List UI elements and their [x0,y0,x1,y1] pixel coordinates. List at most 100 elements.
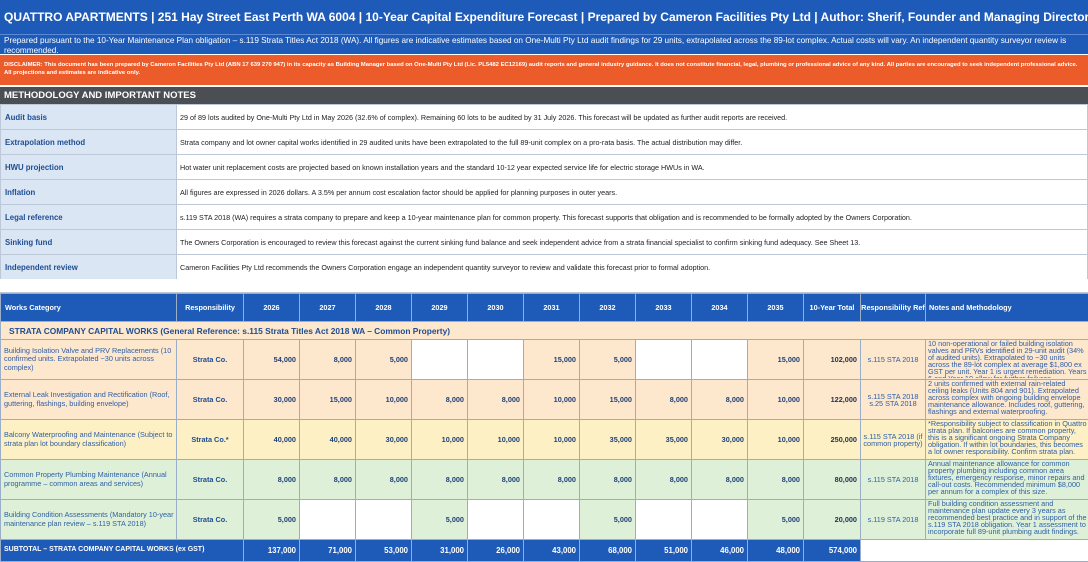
year-value-cell[interactable]: 10,000 [747,419,804,460]
responsibility-ref-cell[interactable]: s.115 STA 2018 [860,339,926,380]
responsibility-cell[interactable]: Strata Co. [176,459,244,500]
year-value-cell[interactable]: 30,000 [691,419,748,460]
subtotal-label[interactable]: SUBTOTAL – STRATA COMPANY CAPITAL WORKS … [0,539,244,562]
subtotal-year-value[interactable]: 53,000 [355,539,412,562]
year-value-cell[interactable]: 8,000 [355,459,412,500]
responsibility-ref-cell[interactable]: s.119 STA 2018 [860,499,926,540]
header-year[interactable]: 2028 [355,293,412,322]
methodology-text[interactable]: Strata company and lot owner capital wor… [176,129,1088,155]
year-value-cell[interactable]: 10,000 [411,419,468,460]
subtotal-year-value[interactable]: 31,000 [411,539,468,562]
header-ten-year-total[interactable]: 10-Year Total [803,293,861,322]
ten-year-total-cell[interactable]: 80,000 [803,459,861,500]
methodology-label[interactable]: Audit basis [0,104,177,130]
year-value-cell[interactable]: 8,000 [299,339,356,380]
subtotal-year-value[interactable]: 43,000 [523,539,580,562]
notes-cell[interactable]: Full building condition assessment and m… [925,499,1088,540]
year-value-cell[interactable]: 8,000 [747,459,804,500]
year-value-cell[interactable] [299,499,356,540]
subtotal-year-value[interactable]: 68,000 [579,539,636,562]
year-value-cell[interactable]: 40,000 [299,419,356,460]
notes-cell[interactable]: 10 non-operational or failed building is… [925,339,1088,380]
year-value-cell[interactable]: 10,000 [355,379,412,420]
year-value-cell[interactable]: 5,000 [579,339,636,380]
year-value-cell[interactable] [691,499,748,540]
section-title-strata-works[interactable]: STRATA COMPANY CAPITAL WORKS (General Re… [0,321,1088,340]
works-category-cell[interactable]: Common Property Plumbing Maintenance (An… [0,459,177,500]
header-year[interactable]: 2035 [747,293,804,322]
header-responsibility[interactable]: Responsibility [176,293,244,322]
methodology-label[interactable]: Independent review [0,254,177,280]
notes-cell[interactable]: 2 units confirmed with external rain-rel… [925,379,1088,420]
year-value-cell[interactable] [635,339,692,380]
year-value-cell[interactable]: 8,000 [411,379,468,420]
ten-year-total-cell[interactable]: 122,000 [803,379,861,420]
notes-cell[interactable]: Annual maintenance allowance for common … [925,459,1088,500]
year-value-cell[interactable]: 40,000 [243,419,300,460]
header-year[interactable]: 2026 [243,293,300,322]
subtotal-year-value[interactable]: 137,000 [243,539,300,562]
year-value-cell[interactable]: 10,000 [523,419,580,460]
year-value-cell[interactable]: 15,000 [579,379,636,420]
year-value-cell[interactable] [691,339,748,380]
header-year[interactable]: 2033 [635,293,692,322]
year-value-cell[interactable]: 8,000 [691,459,748,500]
responsibility-cell[interactable]: Strata Co. [176,339,244,380]
works-category-cell[interactable]: External Leak Investigation and Rectific… [0,379,177,420]
subtotal-year-value[interactable]: 46,000 [691,539,748,562]
responsibility-ref-cell[interactable]: s.115 STA 2018 [860,459,926,500]
responsibility-ref-cell[interactable]: s.115 STA 2018 s.25 STA 2018 [860,379,926,420]
year-value-cell[interactable]: 5,000 [243,499,300,540]
year-value-cell[interactable] [467,499,524,540]
year-value-cell[interactable]: 8,000 [411,459,468,500]
year-value-cell[interactable]: 8,000 [579,459,636,500]
header-responsibility-ref[interactable]: Responsibility Ref [860,293,926,322]
year-value-cell[interactable]: 35,000 [635,419,692,460]
subtotal-ten-year-total[interactable]: 574,000 [803,539,861,562]
year-value-cell[interactable]: 5,000 [411,499,468,540]
year-value-cell[interactable]: 8,000 [299,459,356,500]
header-year[interactable]: 2031 [523,293,580,322]
responsibility-ref-cell[interactable]: s.115 STA 2018 (if common property) [860,419,926,460]
header-works-category[interactable]: Works Category [0,293,177,322]
year-value-cell[interactable]: 10,000 [467,419,524,460]
methodology-text[interactable]: s.119 STA 2018 (WA) requires a strata co… [176,204,1088,230]
methodology-text[interactable]: The Owners Corporation is encouraged to … [176,229,1088,255]
year-value-cell[interactable]: 15,000 [747,339,804,380]
header-year[interactable]: 2034 [691,293,748,322]
responsibility-cell[interactable]: Strata Co. [176,379,244,420]
year-value-cell[interactable]: 54,000 [243,339,300,380]
header-year[interactable]: 2029 [411,293,468,322]
year-value-cell[interactable]: 8,000 [467,379,524,420]
year-value-cell[interactable]: 5,000 [355,339,412,380]
year-value-cell[interactable]: 15,000 [523,339,580,380]
year-value-cell[interactable]: 8,000 [635,459,692,500]
works-category-cell[interactable]: Building Isolation Valve and PRV Replace… [0,339,177,380]
works-category-cell[interactable]: Building Condition Assessments (Mandator… [0,499,177,540]
header-year[interactable]: 2030 [467,293,524,322]
methodology-label[interactable]: Inflation [0,179,177,205]
ten-year-total-cell[interactable]: 250,000 [803,419,861,460]
year-value-cell[interactable]: 8,000 [243,459,300,500]
year-value-cell[interactable]: 5,000 [579,499,636,540]
methodology-text[interactable]: Hot water unit replacement costs are pro… [176,154,1088,180]
year-value-cell[interactable]: 8,000 [691,379,748,420]
header-notes[interactable]: Notes and Methodology [925,293,1088,322]
ten-year-total-cell[interactable]: 20,000 [803,499,861,540]
responsibility-cell[interactable]: Strata Co.* [176,419,244,460]
methodology-label[interactable]: HWU projection [0,154,177,180]
subtotal-year-value[interactable]: 26,000 [467,539,524,562]
methodology-label[interactable]: Extrapolation method [0,129,177,155]
subtotal-year-value[interactable]: 48,000 [747,539,804,562]
year-value-cell[interactable]: 5,000 [747,499,804,540]
year-value-cell[interactable]: 8,000 [467,459,524,500]
methodology-text[interactable]: All figures are expressed in 2026 dollar… [176,179,1088,205]
year-value-cell[interactable]: 8,000 [523,459,580,500]
year-value-cell[interactable] [411,339,468,380]
header-year[interactable]: 2027 [299,293,356,322]
responsibility-cell[interactable]: Strata Co. [176,499,244,540]
year-value-cell[interactable] [355,499,412,540]
year-value-cell[interactable] [523,499,580,540]
methodology-text[interactable]: Cameron Facilities Pty Ltd recommends th… [176,254,1088,280]
year-value-cell[interactable] [467,339,524,380]
